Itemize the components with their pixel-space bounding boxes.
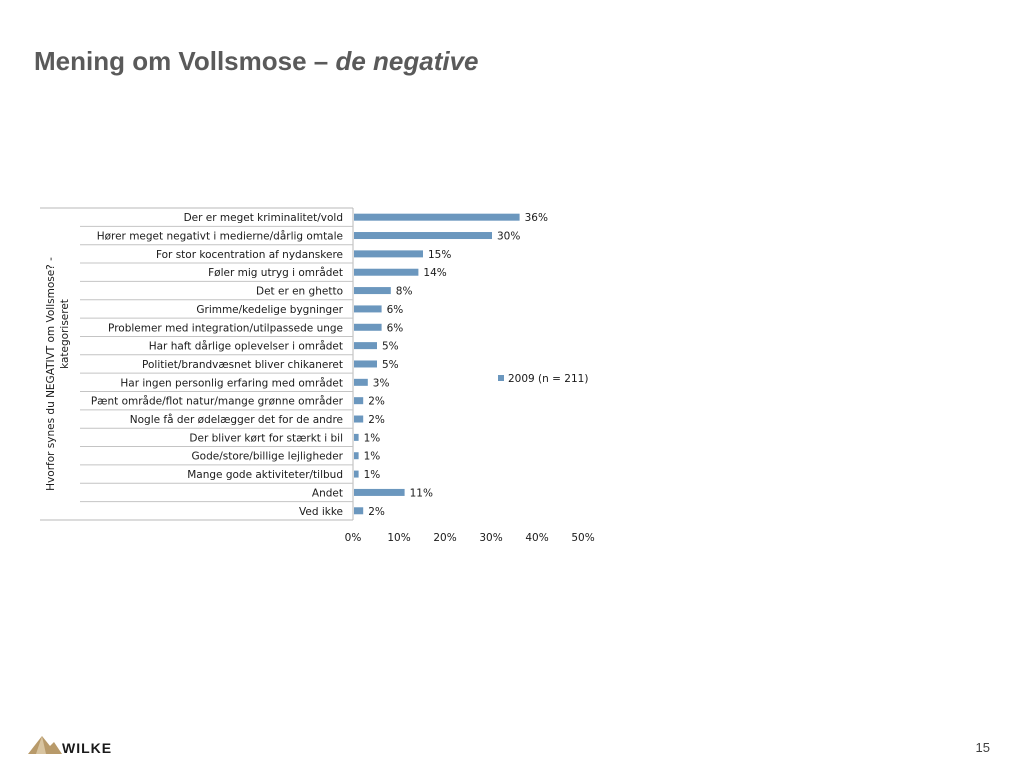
value-label: 1% — [364, 451, 381, 463]
value-label: 5% — [382, 341, 399, 353]
bars — [354, 213, 520, 515]
category-label: Grimme/kedelige bygninger — [196, 304, 343, 316]
x-tick-label: 40% — [525, 532, 548, 544]
value-label: 2% — [368, 414, 385, 426]
category-label: Har haft dårlige oplevelser i området — [149, 340, 343, 353]
category-label: Pænt område/flot natur/mange grønne områ… — [91, 395, 344, 408]
value-label: 1% — [364, 469, 381, 481]
bar — [354, 360, 377, 368]
legend-swatch — [498, 375, 504, 381]
bar — [354, 213, 520, 221]
x-axis-ticks: 0% 10% 20% 30% 40% 50% — [345, 532, 595, 544]
value-label: 1% — [364, 432, 381, 444]
category-label: Problemer med integration/utilpassede un… — [108, 322, 343, 334]
bar — [354, 452, 359, 460]
slide-title: Mening om Vollsmose – de negative — [34, 46, 479, 77]
bar — [354, 488, 405, 496]
page-number: 15 — [975, 740, 990, 755]
x-tick-label: 50% — [571, 532, 594, 544]
value-label: 30% — [497, 231, 520, 243]
x-tick-label: 30% — [479, 532, 502, 544]
y-axis-label: Hvorfor synes du NEGATIVT om Vollsmose? … — [45, 257, 71, 491]
category-labels: Der er meget kriminalitet/vold Hører mege… — [91, 212, 344, 518]
category-label: Mange gode aktiviteter/tilbud — [187, 469, 343, 481]
value-label: 14% — [423, 267, 446, 279]
category-label: Politiet/brandvæsnet bliver chikaneret — [142, 359, 343, 371]
bar — [354, 323, 382, 331]
bar — [354, 415, 364, 423]
legend-label: 2009 (n = 211) — [508, 373, 588, 385]
value-label: 2% — [368, 506, 385, 518]
bar — [354, 342, 377, 350]
y-axis-label-line-2: kategoriseret — [59, 299, 71, 369]
category-label: Der er meget kriminalitet/vold — [184, 212, 343, 224]
x-tick-label: 20% — [433, 532, 456, 544]
y-axis-label-line-1: Hvorfor synes du NEGATIVT om Vollsmose? … — [45, 257, 57, 491]
value-label: 11% — [410, 487, 433, 499]
bar — [354, 232, 492, 240]
category-label: Det er en ghetto — [256, 286, 343, 298]
value-labels: 36% 30% 15% 14% 8% 6% 6% 5% 5% 3% 2% 2% 1% 1% 1% 11% 2% — [364, 212, 548, 518]
value-label: 3% — [373, 377, 390, 389]
value-label: 2% — [368, 396, 385, 408]
value-label: 15% — [428, 249, 451, 261]
bar — [354, 470, 359, 478]
value-label: 5% — [382, 359, 399, 371]
category-label: Nogle få der ødelægger det for de andre — [130, 413, 343, 426]
bar — [354, 287, 391, 295]
slide-title-italic: de negative — [335, 46, 479, 76]
bar — [354, 378, 368, 386]
chart-frame — [40, 207, 354, 521]
bar — [354, 305, 382, 313]
bar — [354, 433, 359, 441]
value-label: 6% — [387, 322, 404, 334]
category-label: For stor kocentration af nydanskere — [156, 249, 343, 261]
value-label: 36% — [525, 212, 548, 224]
category-label: Hører meget negativt i medierne/dårlig o… — [97, 230, 343, 243]
bar — [354, 250, 423, 258]
logo-mountain-shade-icon — [36, 736, 46, 754]
category-label: Har ingen personlig erfaring med området — [120, 376, 343, 389]
bar — [354, 268, 419, 276]
category-label: Gode/store/billige lejligheder — [192, 451, 344, 463]
category-label: Der bliver kørt for stærkt i bil — [189, 432, 343, 444]
bar — [354, 397, 364, 405]
bar — [354, 507, 364, 515]
x-tick-label: 0% — [345, 532, 362, 544]
logo-mountain-icon — [28, 736, 62, 754]
category-label: Føler mig utryg i området — [208, 266, 343, 279]
value-label: 8% — [396, 286, 413, 298]
legend: 2009 (n = 211) — [498, 373, 588, 385]
wilke-logo: WILKE — [28, 736, 112, 756]
slide-title-main: Mening om Vollsmose – — [34, 46, 336, 76]
category-label: Andet — [312, 487, 343, 499]
category-label: Ved ikke — [299, 506, 343, 518]
value-label: 6% — [387, 304, 404, 316]
x-tick-label: 10% — [387, 532, 410, 544]
logo-text: WILKE — [62, 740, 112, 756]
